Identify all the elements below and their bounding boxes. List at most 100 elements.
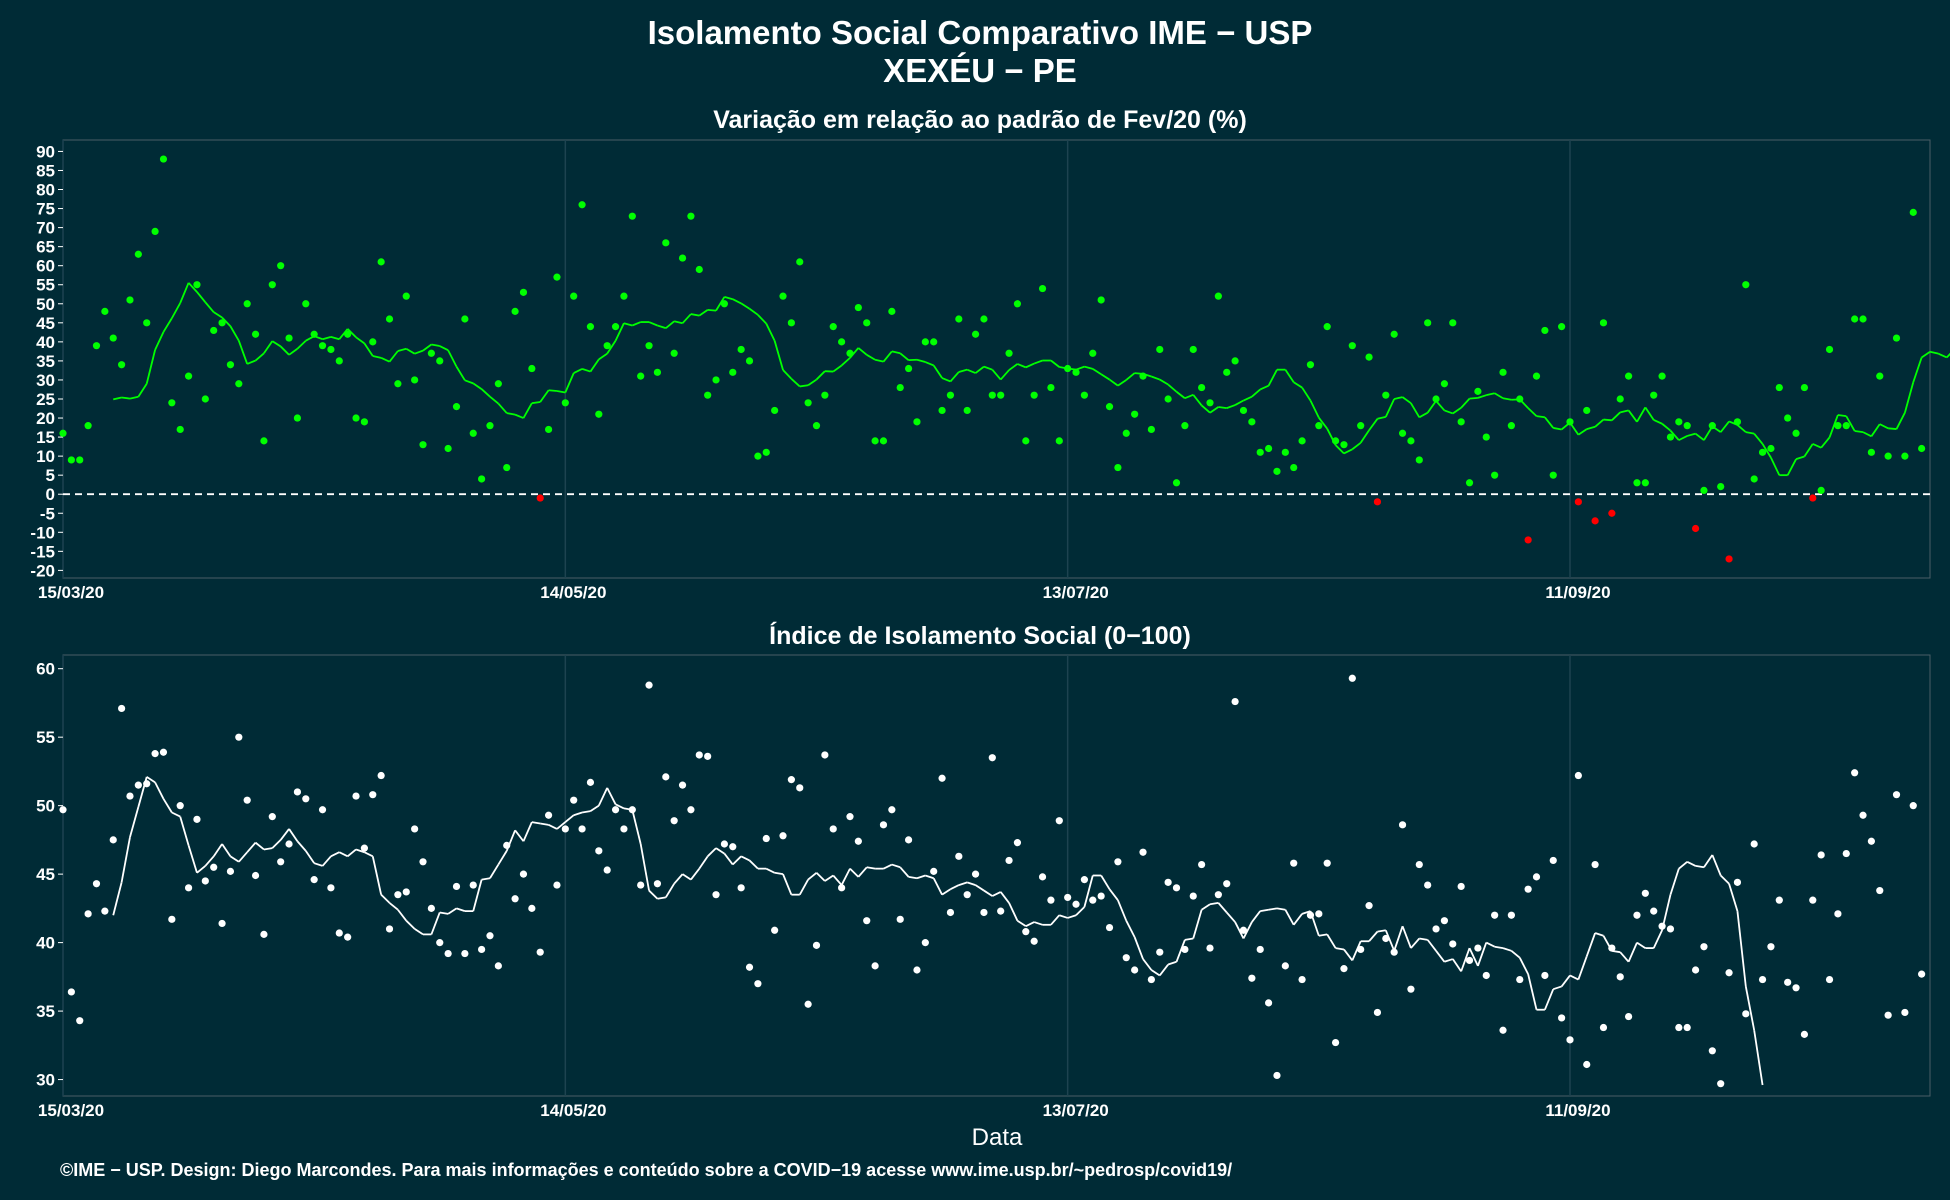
y-tick-label: 35 bbox=[36, 1002, 55, 1021]
moving-average-segment bbox=[1770, 457, 1781, 476]
daily-point bbox=[561, 825, 569, 833]
daily-point bbox=[1181, 422, 1189, 430]
daily-point bbox=[369, 791, 377, 799]
moving-average-segment bbox=[154, 781, 165, 800]
moving-average-segment bbox=[815, 872, 826, 882]
daily-point bbox=[1398, 429, 1407, 437]
moving-average-segment bbox=[690, 868, 701, 881]
moving-average-segment bbox=[271, 340, 282, 348]
daily-point bbox=[1901, 1008, 1909, 1017]
daily-point bbox=[1499, 368, 1507, 376]
daily-point bbox=[1315, 422, 1323, 430]
daily-point bbox=[1482, 433, 1490, 441]
moving-average-segment bbox=[414, 349, 424, 355]
moving-average-segment bbox=[137, 383, 148, 398]
moving-average-segment bbox=[841, 357, 851, 367]
moving-average-segment bbox=[1946, 352, 1950, 359]
moving-average-segment bbox=[1753, 433, 1764, 445]
daily-point bbox=[469, 429, 477, 437]
moving-average-segment bbox=[966, 368, 976, 374]
daily-point bbox=[1164, 395, 1172, 403]
moving-average-segment bbox=[606, 787, 617, 805]
y-tick-label: 50 bbox=[36, 295, 55, 314]
moving-average-segment bbox=[1292, 913, 1303, 926]
daily-point bbox=[461, 315, 469, 323]
moving-average-segment bbox=[1067, 914, 1077, 919]
moving-average-segment bbox=[1092, 368, 1102, 375]
moving-average-segment bbox=[916, 358, 926, 363]
daily-point bbox=[92, 342, 101, 350]
moving-average-segment bbox=[431, 343, 440, 347]
daily-point bbox=[210, 863, 218, 871]
moving-average-segment bbox=[715, 296, 726, 312]
daily-point bbox=[854, 303, 862, 312]
daily-point bbox=[176, 425, 184, 434]
daily-point bbox=[921, 338, 929, 346]
moving-average-segment bbox=[447, 349, 458, 368]
moving-average-segment bbox=[1234, 399, 1244, 406]
daily-point bbox=[1742, 1010, 1750, 1018]
moving-average-segment bbox=[1335, 947, 1345, 951]
moving-average-segment bbox=[1393, 925, 1404, 952]
daily-point bbox=[352, 414, 360, 422]
moving-average-segment bbox=[1108, 378, 1119, 387]
daily-point bbox=[611, 806, 620, 814]
moving-average-segment bbox=[187, 282, 198, 293]
daily-point bbox=[628, 806, 636, 814]
daily-point bbox=[1172, 884, 1181, 892]
daily-point bbox=[980, 315, 988, 323]
daily-point bbox=[1214, 292, 1222, 300]
daily-point bbox=[838, 884, 846, 892]
moving-average-segment bbox=[1577, 428, 1588, 436]
moving-average-segment bbox=[1059, 914, 1068, 919]
moving-average-segment bbox=[999, 891, 1010, 904]
daily-point bbox=[101, 307, 109, 315]
daily-point bbox=[151, 227, 159, 236]
y-tick-label: -20 bbox=[30, 561, 55, 580]
moving-average-segment bbox=[682, 873, 692, 881]
moving-average-segment bbox=[883, 863, 893, 870]
daily-point bbox=[419, 858, 427, 866]
moving-average-segment bbox=[1577, 955, 1588, 980]
moving-average-segment bbox=[1242, 921, 1253, 939]
moving-average-segment bbox=[497, 402, 508, 414]
moving-average-segment bbox=[322, 336, 332, 341]
moving-average-segment bbox=[1477, 942, 1488, 967]
daily-point bbox=[184, 372, 193, 380]
daily-point bbox=[293, 414, 302, 422]
daily-point bbox=[1080, 391, 1089, 399]
moving-average-segment bbox=[975, 365, 985, 374]
daily-point bbox=[193, 815, 201, 823]
daily-point bbox=[804, 1000, 812, 1008]
moving-average-segment bbox=[1485, 941, 1496, 948]
daily-point bbox=[1239, 926, 1248, 934]
daily-point bbox=[1666, 433, 1675, 441]
moving-average-segment bbox=[1201, 404, 1211, 414]
moving-average-segment bbox=[832, 364, 843, 373]
daily-point bbox=[1775, 383, 1783, 392]
y-tick-label: 10 bbox=[36, 447, 55, 466]
daily-point bbox=[1516, 975, 1524, 984]
daily-point bbox=[1114, 858, 1122, 866]
moving-average-segment bbox=[506, 412, 516, 416]
daily-point bbox=[687, 806, 695, 814]
y-tick-label: 20 bbox=[36, 409, 55, 428]
daily-point bbox=[1507, 911, 1515, 919]
moving-average-segment bbox=[146, 776, 156, 784]
daily-point bbox=[385, 925, 394, 933]
moving-average-segment bbox=[179, 282, 190, 304]
y-tick-label: 90 bbox=[36, 142, 55, 161]
daily-point bbox=[578, 201, 586, 209]
moving-average-segment bbox=[1410, 937, 1420, 949]
moving-average-segment bbox=[665, 320, 675, 329]
moving-average-segment bbox=[1033, 359, 1043, 365]
moving-average-segment bbox=[1301, 387, 1312, 402]
daily-point bbox=[720, 300, 729, 308]
daily-point bbox=[1340, 965, 1348, 973]
moving-average-segment bbox=[1603, 418, 1612, 422]
moving-average-segment bbox=[1653, 419, 1663, 425]
daily-point bbox=[411, 376, 419, 384]
moving-average-segment bbox=[1377, 416, 1387, 420]
daily-point bbox=[1382, 391, 1390, 399]
x-tick-label: 14/05/20 bbox=[540, 1101, 606, 1120]
